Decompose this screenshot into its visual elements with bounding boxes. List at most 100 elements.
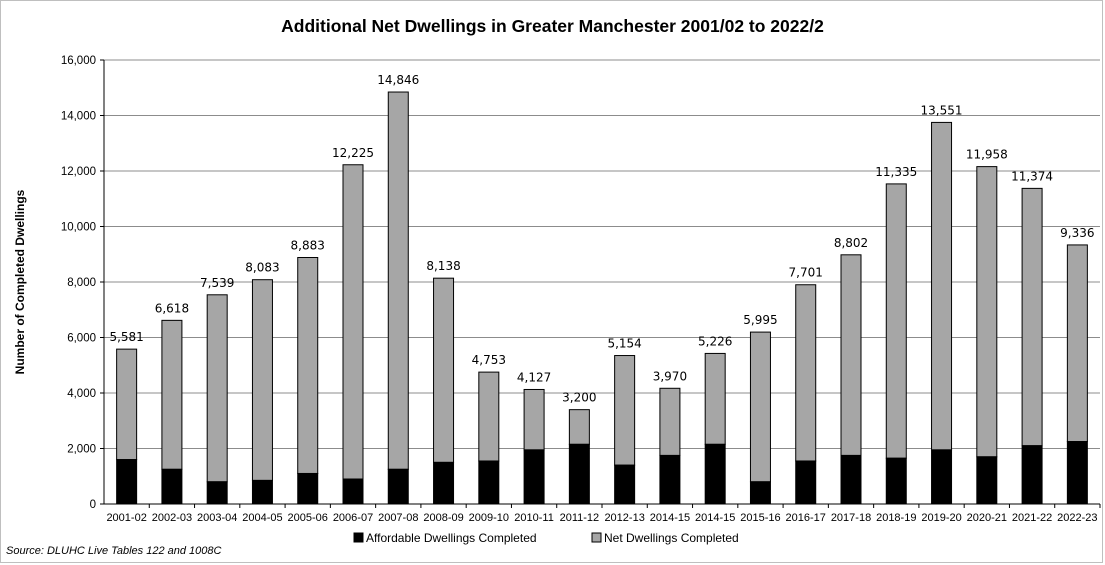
x-tick-label: 2014-15 xyxy=(650,512,690,524)
y-tick-label: 6,000 xyxy=(67,333,96,345)
bar-net xyxy=(1066,244,1088,443)
bar-net xyxy=(749,331,771,483)
x-tick-label: 2007-08 xyxy=(378,512,418,524)
data-label: 14,846 xyxy=(377,73,419,87)
data-label: 13,551 xyxy=(921,103,963,117)
data-label: 4,753 xyxy=(472,353,506,367)
bar-affordable xyxy=(161,468,183,505)
bar-affordable xyxy=(659,454,681,505)
bar-net xyxy=(795,284,817,462)
x-tick-label: 2014-15 xyxy=(695,512,735,524)
bar-net xyxy=(568,409,590,445)
x-tick-label: 2017-18 xyxy=(831,512,871,524)
x-tick-label: 2004-05 xyxy=(242,512,282,524)
bar-affordable xyxy=(1021,445,1043,505)
x-tick-label: 2012-13 xyxy=(604,512,644,524)
bar-net xyxy=(704,352,726,445)
bar-affordable xyxy=(116,459,138,505)
data-label: 11,374 xyxy=(1011,169,1053,183)
x-tick-label: 2018-19 xyxy=(876,512,916,524)
data-label: 8,883 xyxy=(291,238,325,252)
bar-net xyxy=(885,183,907,459)
y-tick-label: 8,000 xyxy=(67,277,96,289)
data-label: 5,581 xyxy=(109,330,143,344)
bar-net xyxy=(297,256,319,474)
data-label: 11,958 xyxy=(966,148,1008,162)
x-tick-label: 2019-20 xyxy=(921,512,961,524)
bar-net xyxy=(659,387,681,456)
x-tick-label: 2003-04 xyxy=(197,512,237,524)
data-label: 5,154 xyxy=(607,337,641,351)
legend-label-net: Net Dwellings Completed xyxy=(604,531,739,545)
bar-net xyxy=(116,348,138,461)
bar-affordable xyxy=(885,457,907,505)
bar-affordable xyxy=(840,454,862,505)
x-tick-label: 2009-10 xyxy=(469,512,509,524)
bar-net xyxy=(206,294,228,483)
data-label: 3,970 xyxy=(653,369,687,383)
y-tick-label: 2,000 xyxy=(67,444,96,456)
bar-net xyxy=(161,319,183,470)
bar-net xyxy=(840,254,862,456)
bar-affordable xyxy=(749,481,771,505)
data-label: 7,701 xyxy=(789,266,823,280)
bar-affordable xyxy=(433,461,455,505)
x-tick-label: 2016-17 xyxy=(786,512,826,524)
bar-net xyxy=(976,166,998,458)
bar-net xyxy=(433,277,455,463)
bar-net xyxy=(478,371,500,462)
y-tick-label: 10,000 xyxy=(61,222,96,234)
data-label: 5,226 xyxy=(698,334,732,348)
bar-net xyxy=(614,355,636,466)
bar-affordable xyxy=(206,481,228,505)
x-tick-label: 2005-06 xyxy=(288,512,328,524)
bar-affordable xyxy=(523,449,545,505)
data-label: 8,802 xyxy=(834,236,868,250)
legend-swatch-net xyxy=(591,532,602,543)
x-tick-label: 2010-11 xyxy=(514,512,554,524)
chart-title: Additional Net Dwellings in Greater Manc… xyxy=(281,16,824,36)
bar-affordable xyxy=(297,472,319,505)
bar-affordable xyxy=(704,443,726,505)
data-label: 7,539 xyxy=(200,276,234,290)
x-tick-label: 2015-16 xyxy=(740,512,780,524)
x-tick-label: 2008-09 xyxy=(423,512,463,524)
data-label: 11,335 xyxy=(875,165,917,179)
bar-affordable xyxy=(568,443,590,505)
bar-net xyxy=(342,164,364,480)
x-tick-label: 2021-22 xyxy=(1012,512,1052,524)
bar-net xyxy=(523,388,545,451)
data-label: 5,995 xyxy=(743,313,777,327)
data-label: 9,336 xyxy=(1060,226,1094,240)
legend-swatch-affordable xyxy=(353,532,364,543)
x-tick-label: 2022-23 xyxy=(1057,512,1097,524)
x-tick-label: 2006-07 xyxy=(333,512,373,524)
bar-affordable xyxy=(342,478,364,505)
bar-affordable xyxy=(795,460,817,505)
bar-affordable xyxy=(1066,441,1088,505)
bar-affordable xyxy=(931,449,953,505)
data-label: 3,200 xyxy=(562,391,596,405)
y-axis-title: Number of Completed Dwellings xyxy=(13,189,27,374)
y-tick-label: 12,000 xyxy=(61,166,96,178)
x-tick-label: 2002-03 xyxy=(152,512,192,524)
y-tick-label: 16,000 xyxy=(61,55,96,67)
data-label: 8,138 xyxy=(426,259,460,273)
source-note: Source: DLUHC Live Tables 122 and 1008C xyxy=(6,545,222,557)
bar-affordable xyxy=(478,460,500,505)
bar-affordable xyxy=(614,464,636,505)
bar-affordable xyxy=(976,456,998,505)
legend-label-affordable: Affordable Dwellings Completed xyxy=(366,531,537,545)
bar-affordable xyxy=(251,479,273,505)
y-tick-label: 4,000 xyxy=(67,388,96,400)
y-tick-label: 14,000 xyxy=(61,111,96,123)
x-tick-label: 2020-21 xyxy=(967,512,1007,524)
bar-net xyxy=(1021,187,1043,447)
bar-net xyxy=(251,279,273,481)
data-label: 12,225 xyxy=(332,146,374,160)
x-tick-label: 2011-12 xyxy=(560,512,600,524)
y-tick-label: 0 xyxy=(90,499,96,511)
bar-affordable xyxy=(387,468,409,505)
bar-net xyxy=(931,121,953,451)
